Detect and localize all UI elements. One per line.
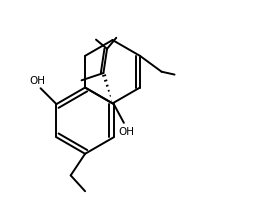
- Text: OH: OH: [119, 127, 135, 137]
- Text: OH: OH: [30, 75, 46, 85]
